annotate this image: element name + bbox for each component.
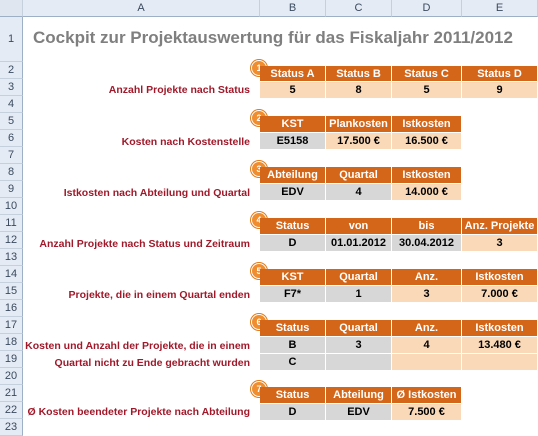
header-cell[interactable]: Istkosten: [462, 320, 538, 337]
row-header-13[interactable]: 13: [0, 249, 23, 266]
value-cell[interactable]: 17.500 €: [326, 133, 392, 150]
column-header-d[interactable]: D: [392, 0, 462, 17]
value-cell[interactable]: EDV: [326, 404, 392, 421]
section-label-7: Ø Kosten beendeter Projekte nach Abteilu…: [27, 406, 250, 418]
row-header-4[interactable]: 4: [0, 96, 23, 113]
value-cell[interactable]: E5158: [260, 133, 326, 150]
section-label-2: Kosten nach Kostenstelle: [121, 136, 250, 148]
select-all-corner[interactable]: [0, 0, 23, 17]
header-cell[interactable]: Anz. Projekte: [462, 218, 538, 235]
header-cell[interactable]: Plankosten: [326, 116, 392, 133]
header-cell[interactable]: Quartal: [326, 167, 392, 184]
value-cell[interactable]: [326, 354, 392, 371]
value-cell[interactable]: [462, 354, 538, 371]
row-header-20[interactable]: 20: [0, 368, 23, 385]
value-cell[interactable]: D: [260, 404, 326, 421]
row-header-1[interactable]: 1: [0, 17, 23, 62]
value-cell[interactable]: EDV: [260, 184, 326, 201]
value-cell[interactable]: 01.01.2012: [326, 235, 392, 252]
value-cell[interactable]: D: [260, 235, 326, 252]
value-cell[interactable]: 9: [462, 82, 538, 99]
header-cell[interactable]: Quartal: [326, 269, 392, 286]
value-cell[interactable]: 3: [392, 286, 462, 303]
header-cell[interactable]: Status A: [260, 66, 326, 82]
row-header-16[interactable]: 16: [0, 300, 23, 317]
value-cell[interactable]: 8: [326, 82, 392, 99]
value-cell[interactable]: 7.000 €: [462, 286, 538, 303]
section-label-6-line2: Quartal nicht zu Ende gebracht wurden: [54, 357, 250, 369]
row-header-11[interactable]: 11: [0, 215, 23, 232]
value-cell[interactable]: 16.500 €: [392, 133, 462, 150]
row-header-8[interactable]: 8: [0, 164, 23, 181]
value-cell[interactable]: 13.480 €: [462, 337, 538, 354]
value-cell[interactable]: 3: [462, 235, 538, 252]
value-cell[interactable]: 30.04.2012: [392, 235, 462, 252]
column-header-b[interactable]: B: [260, 0, 326, 17]
section-label-3: Istkosten nach Abteilung und Quartal: [63, 187, 250, 199]
value-cell[interactable]: 3: [326, 337, 392, 354]
row-header-14[interactable]: 14: [0, 266, 23, 283]
column-header-e[interactable]: E: [462, 0, 538, 17]
value-cell[interactable]: 5: [260, 82, 326, 99]
column-header-a[interactable]: A: [23, 0, 260, 17]
section-label-4: Anzahl Projekte nach Status und Zeitraum: [39, 238, 250, 250]
column-header-c[interactable]: C: [326, 0, 392, 17]
row-header-15[interactable]: 15: [0, 283, 23, 300]
section-label-6: Kosten und Anzahl der Projekte, die in e…: [25, 340, 250, 352]
value-cell[interactable]: 5: [392, 82, 462, 99]
value-cell[interactable]: F7*: [260, 286, 326, 303]
row-header-10[interactable]: 10: [0, 198, 23, 215]
row-header-19[interactable]: 19: [0, 351, 23, 368]
header-cell[interactable]: Istkosten: [392, 167, 462, 184]
header-cell[interactable]: Status: [260, 320, 326, 337]
row-header-2[interactable]: 2: [0, 62, 23, 79]
row-header-3[interactable]: 3: [0, 79, 23, 96]
value-cell[interactable]: 14.000 €: [392, 184, 462, 201]
page-title: Cockpit zur Projektauswertung für das Fi…: [33, 28, 513, 47]
header-cell[interactable]: Anz. Projekte: [392, 269, 462, 300]
row-header-6[interactable]: 6: [0, 130, 23, 147]
header-cell[interactable]: Istkosten: [392, 116, 462, 133]
header-cell[interactable]: Ø Istkosten: [392, 387, 462, 404]
header-cell[interactable]: von: [326, 218, 392, 235]
value-cell[interactable]: 1: [326, 286, 392, 303]
row-header-23[interactable]: 23: [0, 419, 23, 436]
header-cell[interactable]: bis: [392, 218, 462, 235]
row-header-22[interactable]: 22: [0, 402, 23, 419]
header-cell[interactable]: Status: [260, 387, 326, 404]
section-label-1: Anzahl Projekte nach Status: [108, 84, 250, 96]
row-header-21[interactable]: 21: [0, 385, 23, 402]
value-cell[interactable]: 4: [326, 184, 392, 201]
row-header-9[interactable]: 9: [0, 181, 23, 198]
value-cell[interactable]: [392, 354, 462, 371]
section-label-5: Projekte, die in einem Quartal enden: [68, 289, 250, 301]
value-cell[interactable]: 7.500 €: [392, 404, 462, 421]
header-cell[interactable]: Quartal: [326, 320, 392, 337]
header-cell[interactable]: Istkosten: [462, 269, 538, 286]
header-cell[interactable]: Status: [260, 218, 326, 235]
row-header-17[interactable]: 17: [0, 317, 23, 334]
header-cell[interactable]: Status C: [392, 66, 462, 82]
header-cell[interactable]: Status D: [462, 66, 538, 82]
row-header-7[interactable]: 7: [0, 147, 23, 164]
value-cell[interactable]: B: [260, 337, 326, 354]
header-cell[interactable]: Anz. Projekte: [392, 320, 462, 351]
header-cell[interactable]: Abteilung: [260, 167, 326, 184]
value-cell[interactable]: 4: [392, 337, 462, 354]
header-cell[interactable]: KST: [260, 116, 326, 133]
value-cell[interactable]: C: [260, 354, 326, 371]
header-cell[interactable]: Abteilung: [326, 387, 392, 404]
row-header-5[interactable]: 5: [0, 113, 23, 130]
header-cell[interactable]: KST: [260, 269, 326, 286]
row-header-18[interactable]: 18: [0, 334, 23, 351]
header-cell[interactable]: Status B: [326, 66, 392, 82]
row-header-12[interactable]: 12: [0, 232, 23, 249]
